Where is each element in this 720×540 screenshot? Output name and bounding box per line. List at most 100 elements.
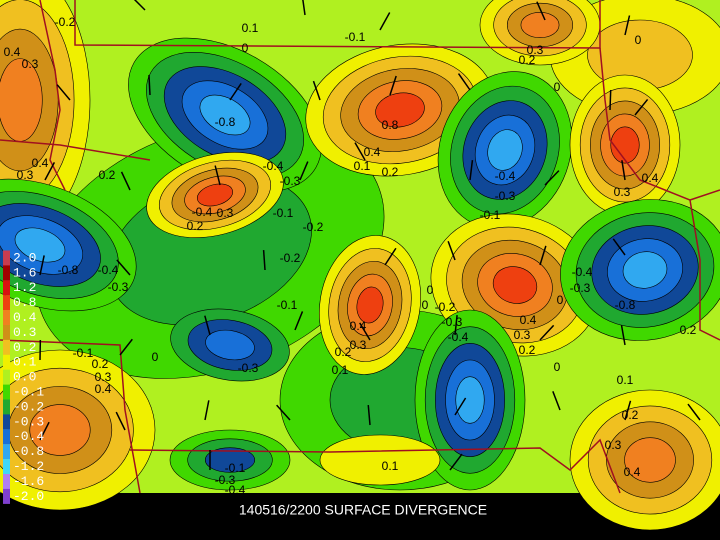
- wind-barb: [148, 74, 151, 96]
- contour-label: -0.4: [495, 169, 516, 183]
- contour-label: 0: [554, 80, 561, 94]
- legend-swatch: [3, 325, 10, 340]
- border: [39, 0, 66, 191]
- contour-label: 0.4: [624, 465, 641, 479]
- wind-barb: [354, 142, 366, 161]
- wind-barb: [612, 238, 626, 256]
- wind-barb: [359, 322, 371, 341]
- wind-barb: [379, 12, 391, 31]
- wind-barb: [39, 255, 45, 276]
- wind-barb: [294, 311, 304, 331]
- contour-label: -0.2: [280, 251, 301, 265]
- wind-barb: [454, 397, 467, 416]
- wind-barb: [447, 240, 456, 261]
- legend-label: -0.3: [13, 414, 44, 429]
- wind-barb: [312, 80, 321, 101]
- legend-swatch: [3, 384, 10, 400]
- contour-label: -0.3: [108, 280, 129, 294]
- wind-barb: [39, 421, 50, 441]
- contour-band: [199, 94, 251, 136]
- legend-label: -1.2: [13, 459, 44, 474]
- contour-label: 0.4: [32, 156, 49, 170]
- legend-swatch: [3, 265, 10, 281]
- contour-label: 0.3: [527, 43, 544, 57]
- contour-band: [622, 251, 668, 289]
- wind-barb: [469, 160, 474, 181]
- contour-band: [487, 129, 523, 171]
- wind-barb: [539, 245, 547, 266]
- wind-barb: [449, 453, 463, 471]
- contour-band: [0, 58, 43, 142]
- contour-label: 0.1: [382, 459, 399, 473]
- contour-label: -0.2: [435, 300, 456, 314]
- contour-label: 0: [557, 293, 564, 307]
- contour-label: -0.1: [345, 30, 366, 44]
- legend-swatch: [3, 429, 10, 445]
- contour-label: -0.1: [73, 346, 94, 360]
- contour-label: 0.4: [4, 45, 21, 59]
- wind-barb: [56, 84, 71, 101]
- contour-label: -0.1: [273, 206, 294, 220]
- legend-label: -0.2: [13, 399, 44, 414]
- wind-barb: [44, 161, 56, 181]
- contour-label: 0: [554, 360, 561, 374]
- wind-barb: [214, 165, 221, 186]
- contour-band: [356, 286, 384, 324]
- contour-band: [624, 437, 676, 483]
- contour-label: 0.4: [520, 313, 537, 327]
- wind-barb: [133, 0, 146, 11]
- legend-swatch: [3, 354, 10, 370]
- state-borders: [0, 0, 720, 494]
- border: [0, 139, 151, 161]
- contour-label: 0.1: [332, 363, 349, 377]
- wind-barb: [539, 324, 555, 341]
- legend-label: 0.0: [13, 370, 36, 385]
- contour-label: 0.2: [680, 323, 697, 337]
- legend-label: 0.2: [13, 340, 36, 355]
- wind-barb: [609, 89, 612, 111]
- contour-label: 0.4: [350, 319, 367, 333]
- contour-label: 0.8: [382, 118, 399, 132]
- legend: 2.01.61.20.80.40.30.20.10.0-0.1-0.2-0.3-…: [3, 250, 44, 504]
- contour-band: [375, 92, 425, 128]
- legend-label: 0.8: [13, 295, 36, 310]
- legend-swatch: [3, 369, 10, 385]
- wind-barb: [687, 403, 701, 421]
- wind-barb: [229, 82, 242, 101]
- legend-label: -1.6: [13, 474, 44, 489]
- contour-labels: -0.2 0.10-0.10.30.200.40.3-0.8 0.80-0.4-0.…: [4, 15, 697, 497]
- contour-label: -0.3: [280, 174, 301, 188]
- contour-band: [204, 447, 256, 473]
- legend-swatch: [3, 488, 10, 504]
- contour-label: 0.3: [217, 206, 234, 220]
- contour-label: 0.2: [187, 219, 204, 233]
- legend-label: -0.8: [13, 444, 44, 459]
- wind-barb: [204, 315, 211, 336]
- legend-swatch: [3, 414, 10, 430]
- contour-label: 0.3: [605, 438, 622, 452]
- contour-label: 0.3: [22, 57, 39, 71]
- wind-barb: [389, 75, 397, 96]
- border: [74, 0, 601, 49]
- contour-label: -0.4: [192, 205, 213, 219]
- contour-label: -0.1: [277, 298, 298, 312]
- legend-label: -0.1: [13, 385, 44, 400]
- wind-barb: [624, 15, 631, 36]
- contour-band: [455, 376, 485, 424]
- contour-label: -0.4: [98, 263, 119, 277]
- border: [599, 47, 720, 341]
- legend-swatch: [3, 459, 10, 475]
- contour-label: -0.3: [238, 361, 259, 375]
- border: [0, 339, 141, 494]
- contour-label: 0: [635, 33, 642, 47]
- wind-barb: [204, 400, 210, 421]
- contour-label: 0: [427, 283, 434, 297]
- contour-label: -0.4: [572, 265, 593, 279]
- contour-band: [205, 329, 255, 361]
- legend-label: 0.4: [13, 310, 37, 325]
- wind-barb: [384, 247, 397, 266]
- legend-swatch: [3, 339, 10, 355]
- legend-swatch: [3, 474, 10, 489]
- wind-barb: [536, 1, 546, 21]
